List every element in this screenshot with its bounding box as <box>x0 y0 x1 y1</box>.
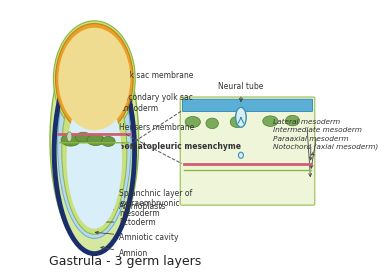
Text: Heusers membrane: Heusers membrane <box>70 123 194 132</box>
Text: Ectoderm: Ectoderm <box>93 218 156 227</box>
Text: Secondary yolk sac: Secondary yolk sac <box>74 93 193 102</box>
Ellipse shape <box>206 118 218 129</box>
Text: Neural tube: Neural tube <box>218 83 264 101</box>
Ellipse shape <box>50 26 139 254</box>
FancyBboxPatch shape <box>182 99 312 111</box>
Ellipse shape <box>230 116 244 127</box>
Ellipse shape <box>236 107 246 127</box>
Text: Yolk sac membrane: Yolk sac membrane <box>84 71 194 80</box>
Ellipse shape <box>62 68 127 234</box>
Text: Amniotic cavity: Amniotic cavity <box>95 231 179 242</box>
Text: Intermediate mesoderm: Intermediate mesoderm <box>273 127 362 168</box>
Ellipse shape <box>61 134 81 146</box>
Text: Amnion: Amnion <box>101 246 149 258</box>
Ellipse shape <box>101 136 115 146</box>
Text: Amnioblasts: Amnioblasts <box>90 202 166 213</box>
Text: Notochord (axial mesoderm): Notochord (axial mesoderm) <box>273 144 378 155</box>
Ellipse shape <box>87 134 105 146</box>
Ellipse shape <box>58 28 130 130</box>
Ellipse shape <box>67 132 72 141</box>
Ellipse shape <box>56 24 133 134</box>
Text: Lateral mesoderm: Lateral mesoderm <box>273 119 340 176</box>
Ellipse shape <box>53 21 135 137</box>
Ellipse shape <box>238 152 244 158</box>
Ellipse shape <box>67 90 122 229</box>
FancyBboxPatch shape <box>180 97 315 205</box>
Text: Somatopleuric mesenchyme: Somatopleuric mesenchyme <box>79 142 241 151</box>
Text: Endoderm: Endoderm <box>70 104 158 113</box>
Ellipse shape <box>75 132 91 142</box>
Text: Paraaxial mesoderm: Paraaxial mesoderm <box>273 136 349 160</box>
Ellipse shape <box>58 53 131 238</box>
Ellipse shape <box>185 116 200 127</box>
Text: Gastrula - 3 germ layers: Gastrula - 3 germ layers <box>49 255 201 267</box>
Text: Splanchnic layer of
extraembryonic
mesoderm: Splanchnic layer of extraembryonic mesod… <box>87 188 193 218</box>
Ellipse shape <box>263 116 278 126</box>
Ellipse shape <box>286 115 300 126</box>
